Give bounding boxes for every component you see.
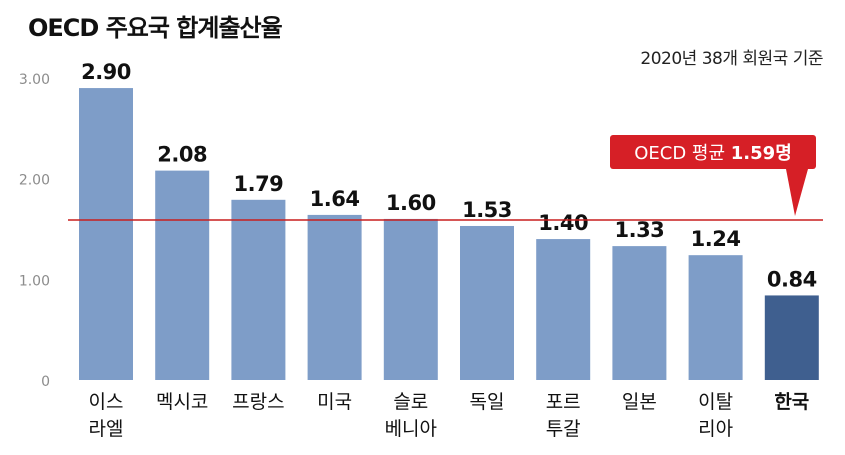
chart-title: OECD 주요국 합계출산율: [28, 14, 283, 42]
x-tick-label: 미국: [317, 391, 352, 413]
average-callout-pointer: [786, 169, 808, 216]
x-tick-label: 포르: [546, 391, 581, 413]
bar: [79, 88, 133, 381]
data-label: 2.08: [157, 143, 207, 167]
x-tick-label: 리아: [698, 418, 733, 440]
chart-subtitle: 2020년 38개 회원국 기준: [640, 49, 823, 69]
y-tick-label: 0: [41, 374, 50, 390]
data-label: 1.33: [614, 218, 664, 242]
x-tick-label: 슬로: [393, 391, 428, 413]
data-label: 1.64: [310, 187, 360, 211]
average-callout-box: [610, 135, 816, 169]
data-label: 1.53: [462, 198, 512, 222]
data-label: 2.90: [81, 60, 131, 84]
y-tick-label: 1.00: [19, 273, 50, 289]
data-label: 1.60: [386, 191, 436, 215]
bar-highlight: [764, 295, 819, 380]
x-tick-label: 라엘: [89, 418, 124, 440]
average-callout-label: OECD 평균 1.59명: [634, 143, 792, 164]
bar: [688, 255, 743, 380]
x-tick-label: 독일: [470, 391, 505, 413]
x-tick-label: 투갈: [546, 418, 581, 440]
bar: [536, 239, 591, 380]
bar: [307, 214, 362, 380]
bar: [612, 246, 667, 380]
bar: [460, 225, 514, 380]
x-tick-label: 한국: [774, 391, 809, 413]
x-tick-label: 베니아: [385, 418, 437, 440]
x-tick-label: 일본: [622, 391, 657, 413]
bar: [231, 199, 286, 380]
data-label: 1.24: [691, 227, 741, 251]
y-tick-label: 2.00: [19, 173, 50, 189]
data-label: 1.40: [538, 211, 588, 235]
y-tick-label: 3.00: [19, 72, 50, 88]
data-label: 0.84: [767, 267, 817, 291]
x-tick-label: 이스: [89, 391, 124, 413]
x-tick-label: 프랑스: [232, 391, 284, 413]
bar: [155, 170, 210, 380]
average-callout-value: 1.59명: [731, 143, 792, 164]
x-tick-label: 멕시코: [156, 391, 208, 413]
data-label: 1.79: [233, 172, 283, 196]
x-tick-label: 이탈: [698, 391, 733, 413]
bar: [383, 218, 438, 380]
average-callout-prefix: OECD 평균: [634, 143, 731, 164]
